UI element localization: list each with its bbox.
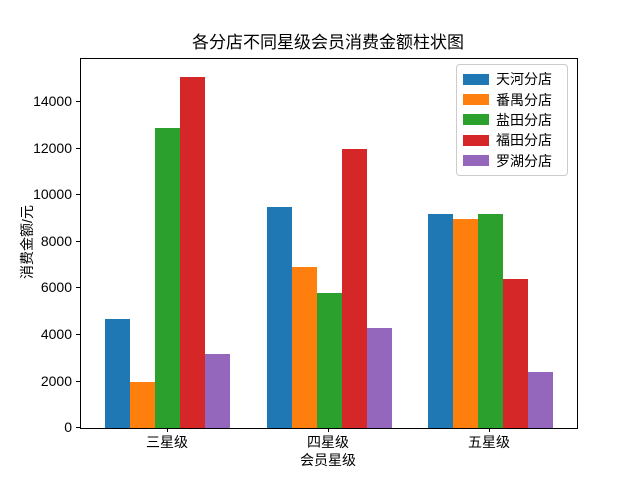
- y-tick-label: 14000: [33, 93, 72, 110]
- y-tick-mark: [76, 194, 80, 196]
- y-tick-mark: [76, 101, 80, 103]
- bar-天河分店-五星级: [427, 213, 453, 428]
- y-tick-label: 4000: [40, 325, 72, 342]
- bar-番禺分店-三星级: [130, 381, 156, 428]
- bar-罗湖分店-三星级: [205, 353, 231, 428]
- bar-罗湖分店-四星级: [366, 327, 392, 428]
- legend-swatch-icon: [463, 134, 489, 146]
- chart-title: 各分店不同星级会员消费金额柱状图: [192, 33, 464, 52]
- y-tick-mark: [76, 147, 80, 149]
- x-tick-label: 三星级: [146, 434, 188, 450]
- legend-label: 罗湖分店: [496, 152, 552, 169]
- bar-罗湖分店-五星级: [527, 372, 553, 428]
- bar-天河分店-三星级: [105, 318, 131, 428]
- bar-天河分店-四星级: [266, 206, 292, 428]
- bar-盐田分店-五星级: [477, 213, 503, 428]
- bar-福田分店-三星级: [180, 76, 206, 428]
- y-tick-mark: [76, 427, 80, 428]
- y-tick-label: 8000: [40, 232, 72, 249]
- legend-swatch-icon: [463, 114, 489, 126]
- plot-area: [80, 58, 578, 429]
- bar-番禺分店-四星级: [291, 267, 317, 428]
- x-tick-mark: [328, 428, 329, 432]
- bar-福田分店-四星级: [341, 148, 367, 428]
- x-tick-mark: [489, 428, 490, 432]
- legend-item-3: 福田分店: [463, 130, 567, 150]
- legend-item-0: 天河分店: [463, 69, 567, 89]
- y-tick-mark: [76, 380, 80, 382]
- legend-swatch-icon: [463, 155, 489, 167]
- y-tick-mark: [76, 287, 80, 289]
- x-axis-label: 会员星级: [300, 452, 356, 468]
- x-tick-mark: [167, 428, 168, 432]
- legend: 天河分店番禺分店盐田分店福田分店罗湖分店: [456, 64, 568, 176]
- x-tick-label: 四星级: [307, 434, 349, 450]
- legend-item-4: 罗湖分店: [463, 151, 567, 171]
- y-tick-label: 12000: [33, 139, 72, 156]
- x-tick-label: 五星级: [468, 434, 510, 450]
- bar-盐田分店-三星级: [155, 127, 181, 428]
- bar-福田分店-五星级: [502, 279, 528, 428]
- legend-label: 天河分店: [496, 71, 552, 88]
- y-tick-mark: [76, 240, 80, 242]
- y-tick-mark: [76, 333, 80, 335]
- bar-番禺分店-五星级: [452, 218, 478, 428]
- y-tick-label: 10000: [33, 186, 72, 203]
- legend-label: 盐田分店: [496, 111, 552, 128]
- legend-label: 番禺分店: [496, 91, 552, 108]
- y-tick-label: 0: [64, 419, 72, 435]
- y-tick-label: 6000: [40, 279, 72, 296]
- legend-item-1: 番禺分店: [463, 89, 567, 109]
- legend-label: 福田分店: [496, 132, 552, 149]
- legend-swatch-icon: [463, 94, 489, 106]
- bar-盐田分店-四星级: [316, 293, 342, 428]
- legend-swatch-icon: [463, 73, 489, 85]
- legend-item-2: 盐田分店: [463, 110, 567, 130]
- y-tick-label: 2000: [40, 372, 72, 389]
